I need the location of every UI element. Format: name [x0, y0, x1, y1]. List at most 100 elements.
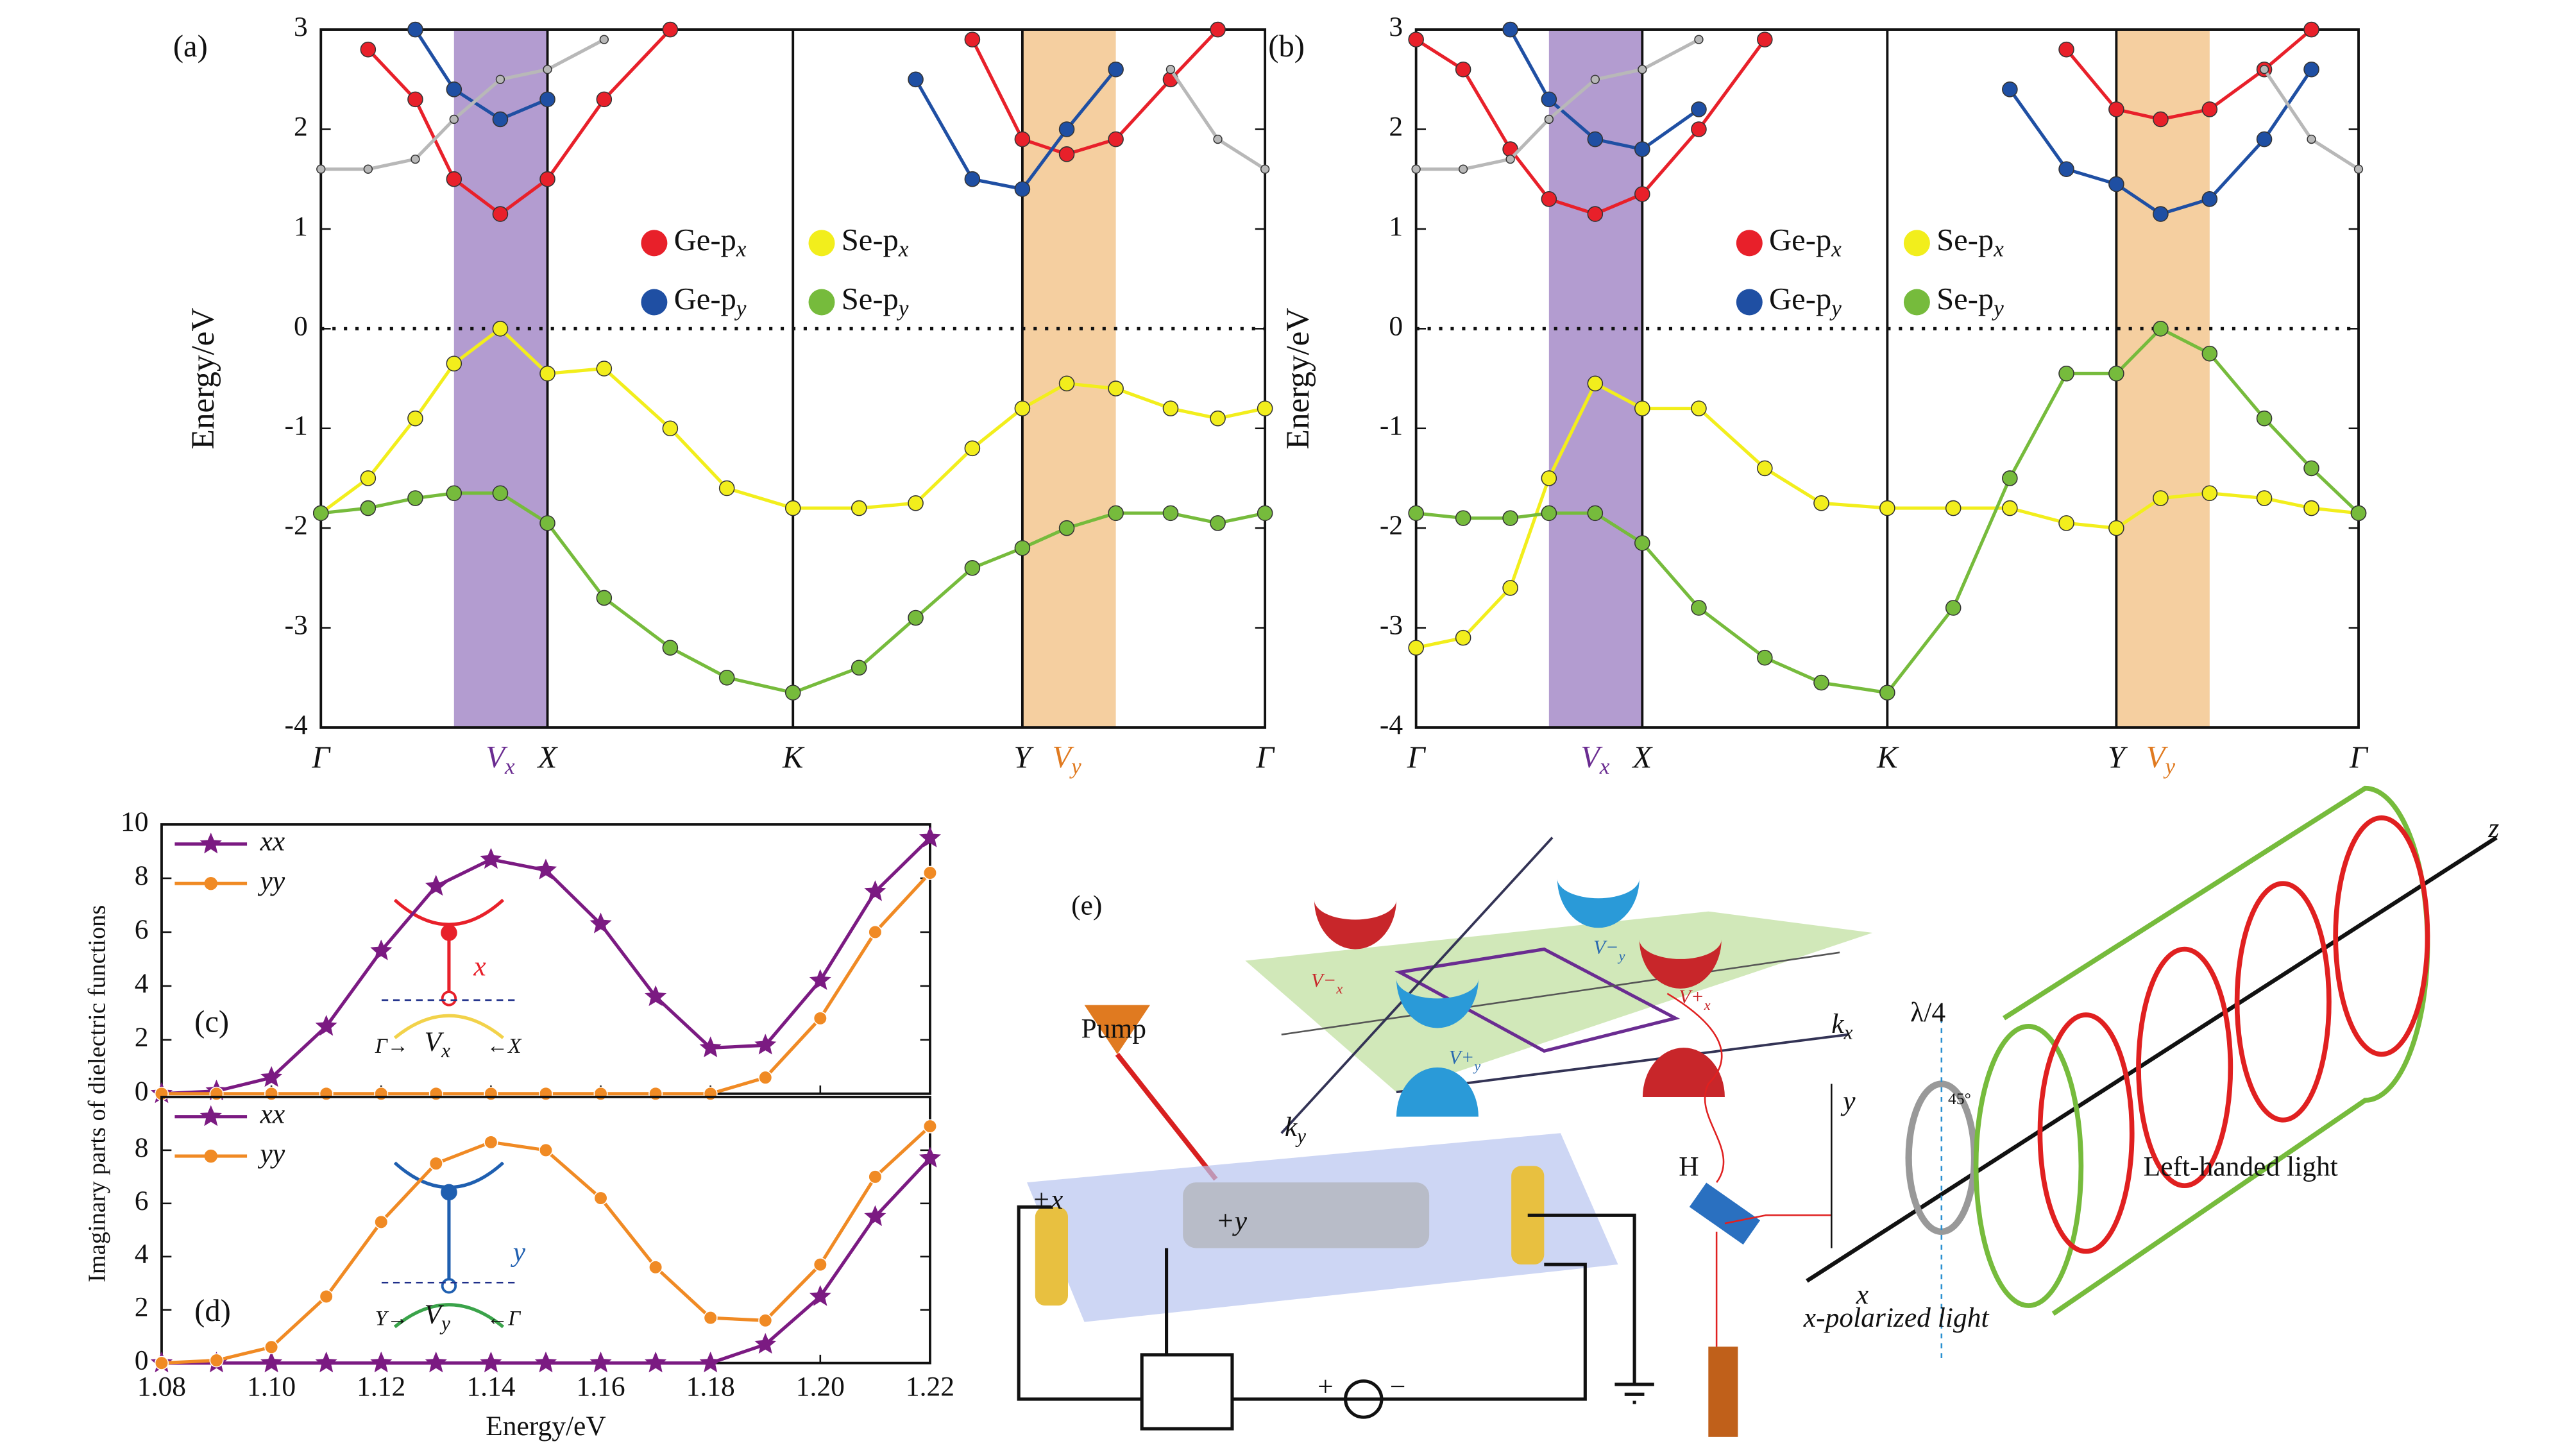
band-dot	[2058, 365, 2074, 382]
star-marker	[370, 1351, 393, 1373]
legend-swatch	[1903, 230, 1930, 257]
band-dot	[1634, 535, 1650, 551]
band-dot	[662, 21, 679, 38]
band-dot	[1108, 380, 1124, 396]
band-dot	[539, 171, 555, 187]
circle-marker	[922, 1119, 937, 1134]
x-tick-label: Y	[2108, 740, 2128, 774]
y-tick-label: 4	[135, 968, 149, 999]
band-dot	[492, 206, 509, 222]
circle-marker	[922, 865, 937, 880]
band-dot	[662, 420, 679, 437]
x-tick-label: X	[537, 740, 559, 774]
x-tick-label: 1.14	[466, 1372, 515, 1402]
band-dot	[1813, 495, 1829, 511]
band-dot	[2002, 81, 2018, 98]
plus-label: +	[1318, 1372, 1334, 1402]
panel-label: (b)	[1268, 29, 1305, 64]
band-dot	[1257, 400, 1273, 416]
band-dot	[1014, 131, 1031, 148]
y-tick-label: 6	[135, 914, 149, 945]
y-tick-label: -1	[1380, 411, 1403, 441]
band-dot	[1260, 164, 1270, 174]
band-dot	[2201, 191, 2218, 207]
band-dot	[1408, 505, 1424, 522]
circle-marker	[484, 1135, 498, 1150]
y-tick-label: -2	[1380, 510, 1403, 541]
legend-label: yy	[258, 1138, 285, 1169]
legend-label: Se-py	[842, 282, 909, 321]
y-tick-label: 1	[294, 211, 308, 242]
circle-marker	[868, 1170, 883, 1184]
band-dot	[2201, 345, 2218, 362]
y-tick-label: -2	[285, 510, 308, 541]
band-dot	[1108, 131, 1124, 148]
angle-label: 45°	[1948, 1089, 1971, 1108]
band-dot	[2153, 206, 2169, 222]
band-dot	[1879, 500, 1895, 516]
x-tick-label: Vy	[1052, 740, 1081, 779]
legend-swatch	[199, 1105, 222, 1127]
annotation: Γ→	[375, 1034, 409, 1058]
star-marker	[754, 1034, 777, 1055]
legend-label: yy	[258, 865, 285, 896]
shaded-region	[453, 30, 548, 728]
band-dot	[1691, 121, 1707, 137]
light-label: Left-handed light	[2144, 1152, 2338, 1182]
band-dot	[908, 495, 924, 511]
circle-marker	[593, 1191, 608, 1205]
band-dot	[1505, 154, 1515, 164]
band-dot	[492, 321, 509, 337]
band-dot	[596, 361, 613, 377]
band-dot	[1691, 400, 1707, 416]
legend-label: Se-py	[1936, 282, 2004, 321]
star-marker	[645, 985, 667, 1007]
band-dot	[1213, 134, 1223, 144]
y-tick-label: 0	[135, 1076, 149, 1107]
band-dot	[2303, 21, 2319, 38]
x-tick-label: 1.20	[796, 1372, 845, 1402]
band-dot	[2350, 505, 2367, 522]
band-dot	[539, 365, 555, 382]
diagram-e	[1017, 785, 2498, 1437]
band-dot	[1544, 114, 1554, 124]
x-tick-label: Γ	[1255, 740, 1275, 774]
panel-label: (d)	[194, 1293, 231, 1328]
band-dot	[1210, 21, 1226, 38]
star-marker	[370, 939, 393, 960]
annotation: Vy	[425, 1299, 451, 1334]
annotation: Y→	[375, 1307, 409, 1331]
y-tick-label: 2	[135, 1022, 149, 1053]
band-dot	[908, 609, 924, 626]
x-tick-label: Vx	[1580, 740, 1610, 779]
legend-swatch	[1903, 289, 1930, 316]
band-dot	[964, 560, 981, 576]
annotation: Vx	[425, 1026, 451, 1062]
band-dot	[1502, 580, 1518, 596]
star-marker	[645, 1351, 667, 1373]
star-marker	[589, 912, 612, 933]
band-dot	[1691, 101, 1707, 117]
series-line	[161, 871, 931, 1096]
star-marker	[809, 969, 831, 991]
legend-label: Ge-px	[674, 223, 747, 262]
band-dot	[407, 91, 423, 108]
star-marker	[260, 1066, 283, 1087]
y-axis-label: Energy/eV	[185, 308, 221, 450]
star-marker	[754, 1332, 777, 1354]
circle-marker	[209, 1086, 224, 1101]
x-tick-label: K	[782, 740, 805, 774]
band-dot	[1634, 186, 1650, 202]
band-dot	[2201, 485, 2218, 502]
band-dot	[1541, 505, 1557, 522]
y-tick-label: 4	[135, 1239, 149, 1270]
band-dot	[1162, 400, 1179, 416]
x-tick-label: 1.22	[906, 1372, 954, 1402]
star-marker	[425, 874, 447, 896]
y-tick-label: -3	[285, 610, 308, 641]
y-tick-label: -3	[1380, 610, 1403, 641]
circle-marker	[648, 1086, 663, 1101]
band-dot	[1408, 640, 1424, 656]
y-tick-label: -4	[1380, 710, 1403, 740]
legend-swatch	[1736, 289, 1763, 316]
